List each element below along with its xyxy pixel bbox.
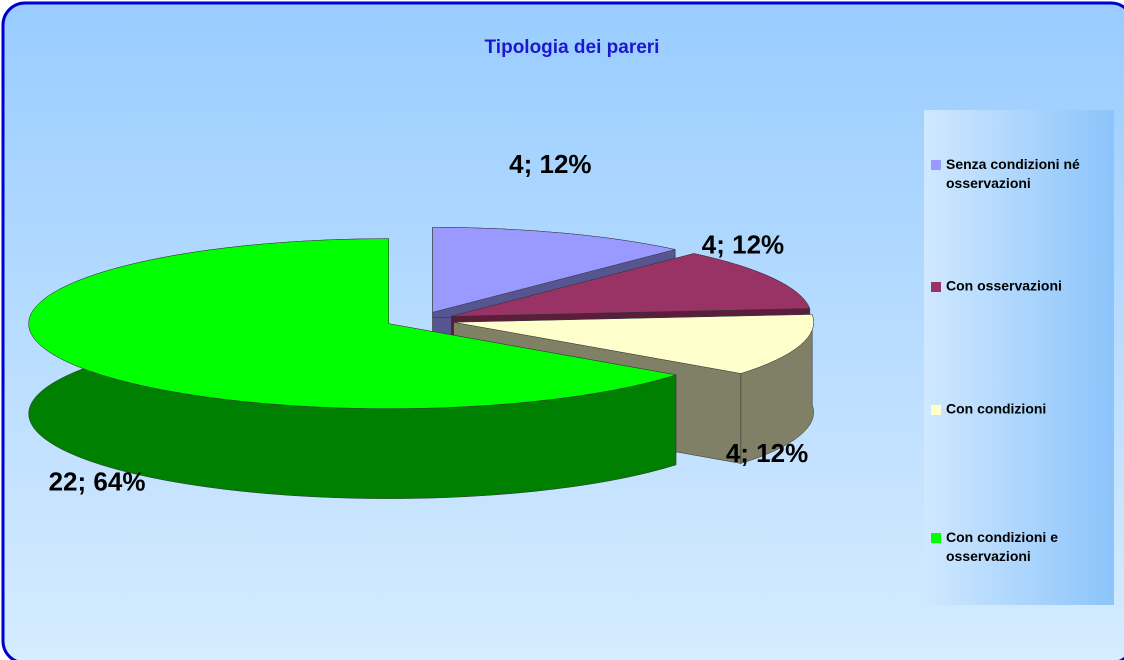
data-label: 22; 64% [49, 466, 146, 496]
legend-swatch [931, 405, 941, 415]
slice [432, 227, 676, 313]
legend-label: Con condizioni e osservazioni [946, 529, 1058, 564]
data-label: 4; 12% [702, 229, 784, 259]
slice [453, 314, 814, 374]
legend-label: Con osservazioni [946, 278, 1062, 294]
legend-label: Con condizioni [946, 401, 1046, 417]
legend-box [924, 110, 1114, 605]
data-label: 4; 12% [726, 438, 808, 468]
legend-line: osservazioni [946, 175, 1031, 191]
legend-line: osservazioni [946, 548, 1031, 564]
legend-swatch [931, 160, 941, 170]
legend-line: Con condizioni e [946, 529, 1058, 545]
slice [28, 238, 677, 409]
data-label: 4; 12% [509, 149, 591, 179]
legend-swatch [931, 282, 941, 292]
chart-title: Tipologia dei pareri [485, 37, 660, 58]
legend-line: Senza condizioni né [946, 156, 1080, 172]
legend-swatch [931, 533, 941, 543]
slice [451, 253, 811, 317]
legend-label: Senza condizioni né osservazioni [946, 156, 1080, 191]
